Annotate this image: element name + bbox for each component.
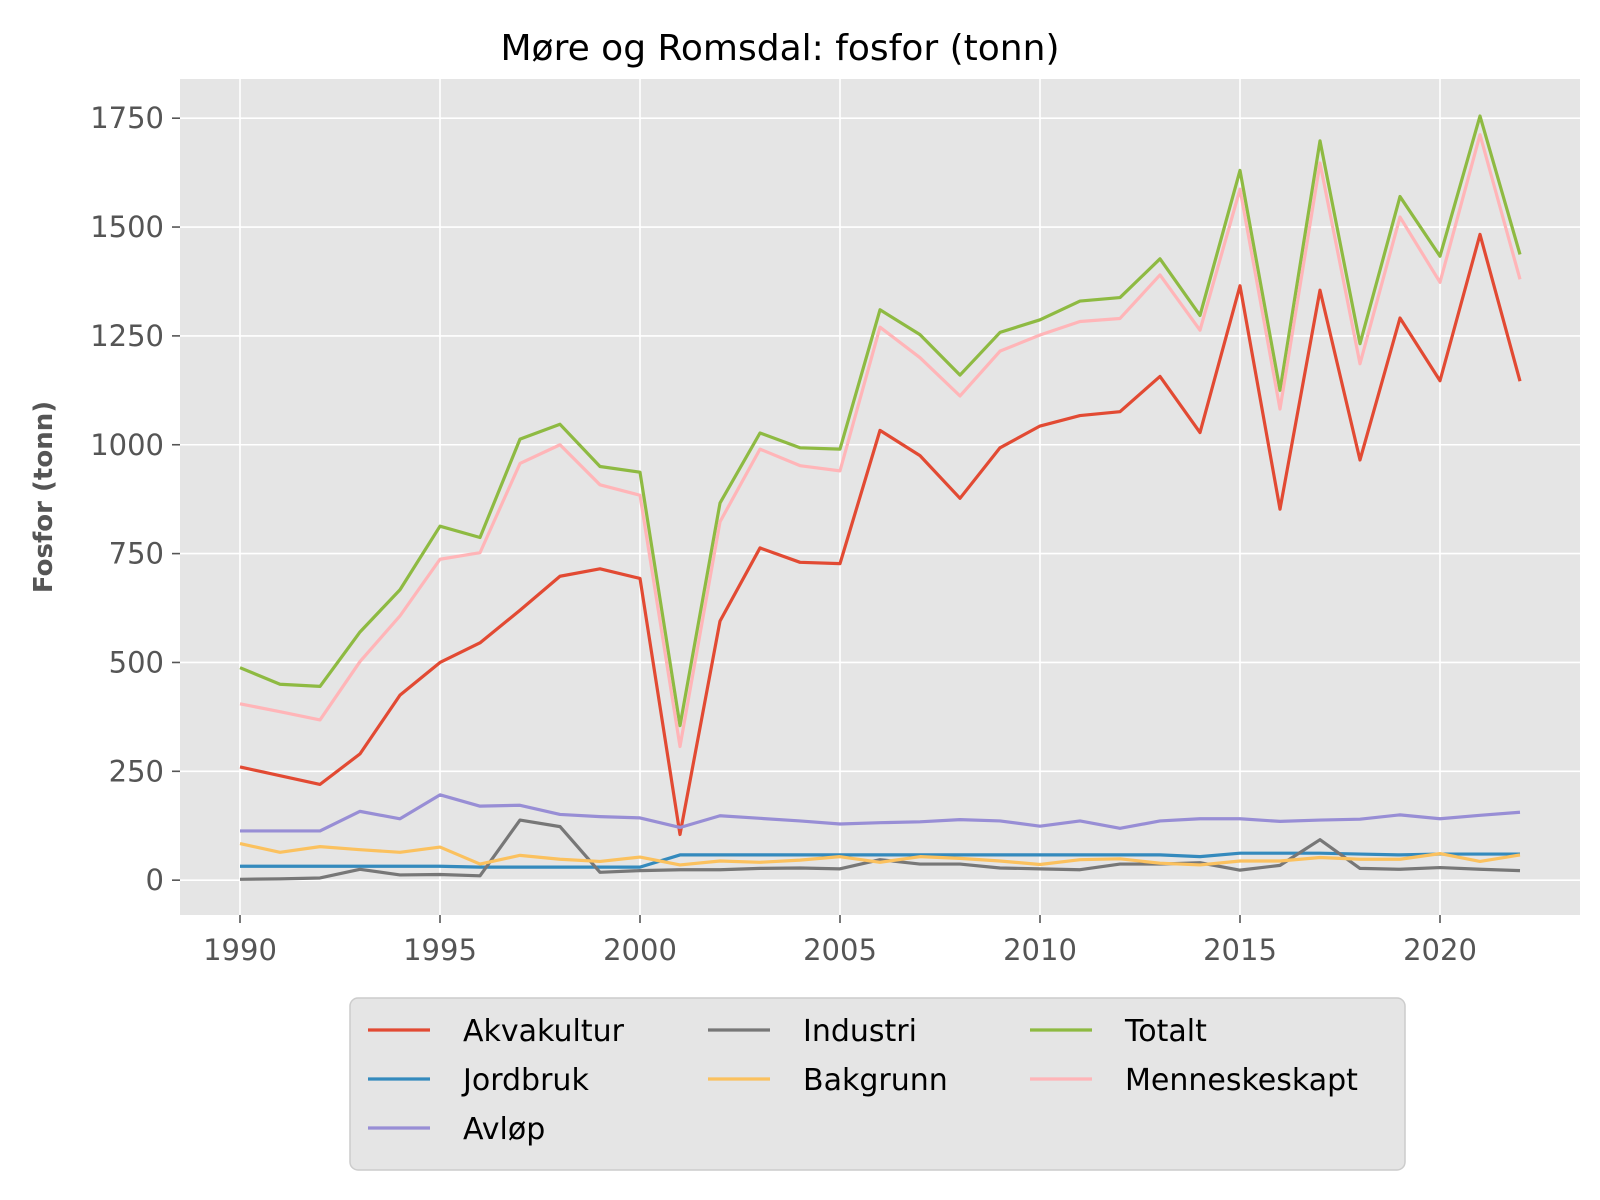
y-axis-label: Fosfor (tonn)	[29, 401, 59, 593]
series-line-jordbruk	[240, 851, 1520, 869]
legend: Akvakultur Jordbruk Avløp Industri Bakgrunn T…	[349, 997, 1406, 1171]
y-tick-label: 1250	[90, 319, 164, 353]
y-tick-label: 750	[109, 537, 164, 571]
chart-title: Møre og Romsdal: fosfor (tonn)	[500, 28, 1059, 69]
legend-label-industri: Industri	[803, 1014, 917, 1049]
x-tick-label: 2000	[603, 933, 677, 967]
legend-label-bakgrunn: Bakgrunn	[803, 1063, 948, 1098]
series-line-industri	[239, 818, 1521, 881]
x-tick-label: 1990	[203, 933, 277, 967]
x-axis-ticks: 1990 1995 2000 2005 2010 2015 2020	[203, 915, 1477, 967]
legend-box	[349, 997, 1406, 1171]
legend-label-jordbruk: Jordbruk	[461, 1063, 589, 1098]
x-tick-label: 2015	[1203, 933, 1277, 967]
grid-lines	[180, 79, 1580, 915]
series-line-totalt	[239, 114, 1522, 728]
series-line-menneskeskapt	[239, 133, 1522, 749]
y-tick-label: 250	[109, 754, 164, 788]
series-line-akvakultur	[239, 232, 1522, 837]
legend-label-akvakultur: Akvakultur	[463, 1014, 625, 1049]
x-tick-label: 1995	[403, 933, 477, 967]
series-lines	[239, 114, 1522, 881]
x-tick-label: 2005	[803, 933, 877, 967]
y-tick-label: 0	[146, 863, 164, 897]
series-line-avlop	[240, 793, 1521, 833]
y-axis-ticks: 0 250 500 750 1000 1250 1500 1750	[90, 101, 180, 897]
legend-label-totalt: Totalt	[1124, 1014, 1207, 1049]
series-line-bakgrunn	[239, 842, 1521, 867]
y-tick-label: 1000	[90, 428, 164, 462]
x-tick-label: 2020	[1403, 933, 1477, 967]
legend-label-avlop: Avløp	[463, 1112, 545, 1147]
x-tick-label: 2010	[1003, 933, 1077, 967]
y-tick-label: 1500	[90, 210, 164, 244]
y-tick-label: 500	[109, 645, 164, 679]
y-tick-label: 1750	[90, 101, 164, 135]
legend-label-menneskeskapt: Menneskeskapt	[1125, 1063, 1358, 1098]
plot-background	[180, 79, 1580, 915]
